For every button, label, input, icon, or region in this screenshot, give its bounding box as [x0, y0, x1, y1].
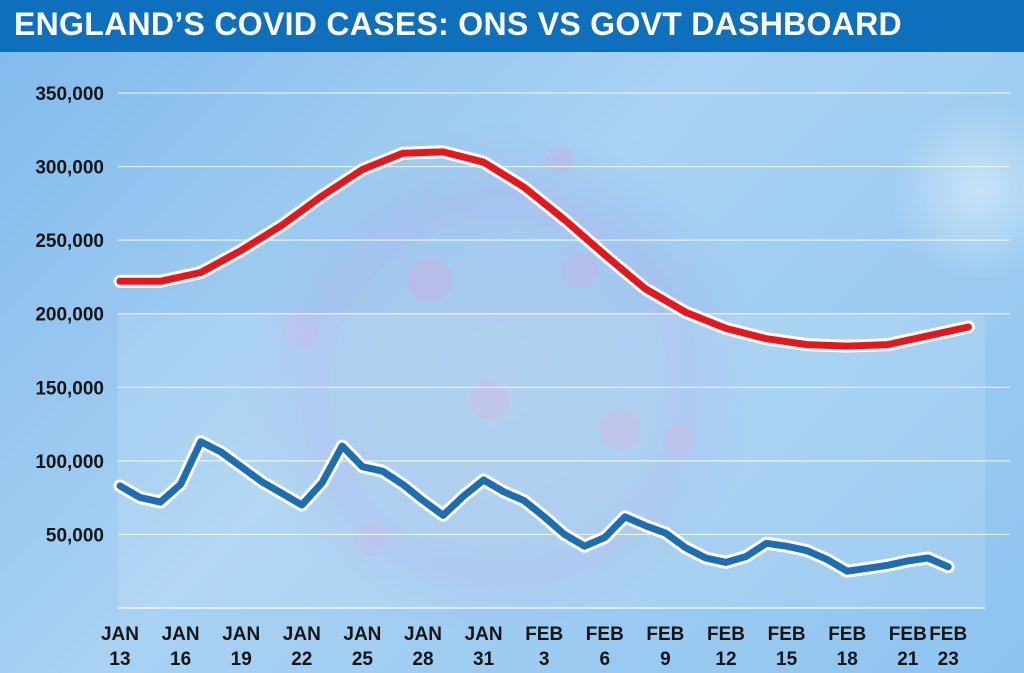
x-axis-tick-labels: JAN 13 JAN 16 JAN 19 JAN 22 JAN 25 JAN 28 JAN 31 FEB 3 F…	[101, 624, 967, 670]
y-tick-label: 350,000	[35, 84, 104, 105]
x-tick-date: 25	[352, 649, 374, 670]
x-tick-month: FEB	[646, 624, 684, 645]
x-tick-month: JAN	[283, 624, 321, 645]
y-tick-label: 150,000	[35, 378, 104, 399]
x-tick-date: 16	[170, 649, 191, 670]
series-1-line	[116, 438, 952, 575]
x-tick-date: 13	[109, 649, 130, 670]
y-tick-label: 100,000	[35, 452, 104, 473]
y-axis-tick-labels: 50,000 100,000 150,000 200,000 250,000 300,00…	[35, 84, 104, 546]
grid-lines	[118, 92, 1010, 609]
x-tick-date: 21	[897, 649, 919, 670]
x-tick-month: FEB	[828, 624, 866, 645]
x-tick-date: 28	[412, 649, 433, 670]
x-tick-month: FEB	[586, 624, 624, 645]
x-tick-month: FEB	[889, 624, 927, 645]
series-lines	[113, 145, 975, 578]
x-tick-date: 19	[231, 649, 252, 670]
title-bar: ENGLAND’S COVID CASES: ONS VS GOVT DASHB…	[0, 0, 1024, 52]
x-tick-month: JAN	[101, 624, 139, 645]
x-tick-date: 9	[660, 649, 671, 670]
x-tick-date: 31	[473, 649, 495, 670]
x-tick-date: 18	[837, 649, 858, 670]
y-tick-label: 200,000	[35, 305, 104, 326]
x-tick-month: FEB	[525, 624, 563, 645]
x-tick-month: FEB	[768, 624, 806, 645]
x-tick-month: JAN	[222, 624, 260, 645]
x-tick-month: FEB	[929, 624, 967, 645]
x-tick-month: JAN	[343, 624, 381, 645]
chart-title: ENGLAND’S COVID CASES: ONS VS GOVT DASHB…	[14, 6, 902, 42]
y-tick-label: 250,000	[35, 231, 104, 252]
x-tick-month: JAN	[465, 624, 503, 645]
x-tick-month: JAN	[162, 624, 200, 645]
chart-area-shade	[118, 313, 985, 608]
x-tick-month: FEB	[707, 624, 745, 645]
x-tick-date: 6	[600, 649, 611, 670]
series-0-line	[116, 148, 972, 350]
x-tick-month: JAN	[404, 624, 442, 645]
plot-area-shade	[118, 313, 985, 608]
x-tick-date: 23	[938, 649, 959, 670]
y-tick-label: 300,000	[35, 158, 104, 179]
x-tick-date: 22	[291, 649, 312, 670]
x-tick-date: 15	[776, 649, 798, 670]
x-tick-date: 12	[715, 649, 736, 670]
y-tick-label: 50,000	[46, 525, 104, 546]
x-tick-date: 3	[539, 649, 550, 670]
